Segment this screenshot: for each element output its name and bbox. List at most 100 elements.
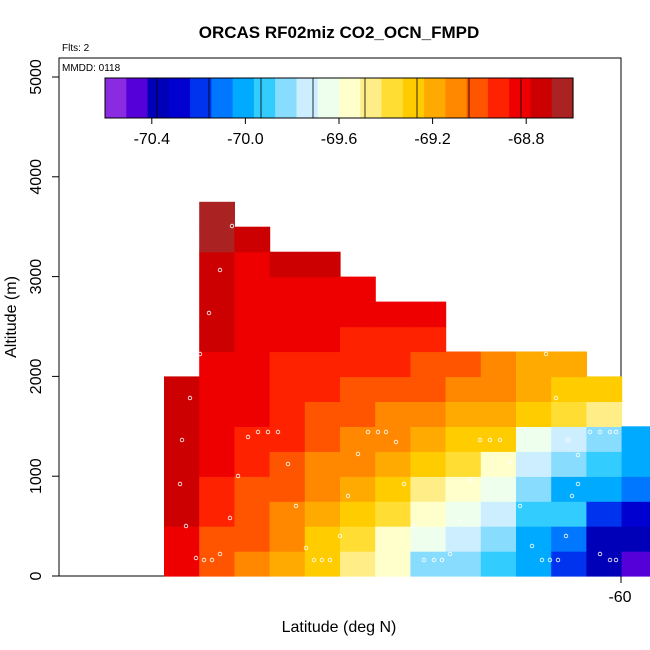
heatmap-cell — [164, 401, 200, 427]
heatmap-cell — [410, 526, 447, 552]
heatmap-cell — [551, 476, 587, 502]
chart-title: ORCAS RF02miz CO2_OCN_FMPD — [199, 23, 480, 42]
heatmap-cell — [199, 551, 235, 577]
colorbar-swatch — [402, 78, 425, 118]
sample-point — [303, 545, 309, 551]
heatmap-cell — [164, 501, 200, 527]
heatmap-cell — [480, 451, 517, 477]
sample-point — [179, 437, 185, 443]
sample-point — [183, 523, 189, 529]
sample-point — [597, 551, 603, 557]
heatmap-cell — [445, 426, 482, 452]
colorbar-swatch — [232, 78, 255, 118]
sample-point — [477, 437, 483, 443]
heatmap-cell — [340, 326, 376, 353]
heatmap-cell — [164, 476, 200, 502]
sample-point — [285, 461, 291, 467]
heatmap-cell — [269, 251, 306, 278]
heatmap-cell — [340, 351, 376, 378]
heatmap-cell — [304, 276, 341, 303]
heatmap-cell — [621, 426, 650, 452]
heatmap-cell — [164, 551, 200, 577]
sample-point — [543, 351, 549, 357]
heatmap-cell — [234, 276, 271, 303]
heatmap-cell — [199, 251, 235, 278]
heatmap-cell — [234, 301, 271, 328]
sample-point — [393, 439, 399, 445]
heatmap-cell — [516, 401, 552, 427]
heatmap-cell — [586, 476, 623, 502]
heatmap-cell — [340, 301, 376, 328]
heatmap-cell — [234, 526, 271, 552]
heatmap-cell — [269, 501, 306, 527]
heatmap-cell — [410, 326, 447, 353]
sample-point — [575, 452, 581, 458]
sample-point — [383, 429, 389, 435]
colorbar-tick-label: -68.8 — [508, 131, 545, 148]
sample-point — [229, 223, 235, 229]
heatmap-cell — [304, 351, 341, 378]
colorbar-swatch — [445, 78, 468, 118]
heatmap-cell — [410, 501, 447, 527]
heatmap-cell — [410, 376, 447, 402]
sample-point — [327, 557, 333, 563]
sample-point — [293, 503, 299, 509]
heatmap-cell — [340, 526, 376, 552]
sample-point — [613, 429, 619, 435]
heatmap-cell — [164, 426, 200, 452]
colorbar-tick-label: -69.6 — [321, 131, 358, 148]
sample-point — [337, 533, 343, 539]
heatmap-cell — [445, 376, 482, 402]
sample-point — [487, 437, 493, 443]
colorbar-swatch — [487, 78, 510, 118]
sample-point — [275, 429, 281, 435]
sample-point — [411, 523, 417, 529]
heatmap-cell — [340, 276, 376, 303]
sample-point — [439, 557, 445, 563]
heatmap-cell — [199, 326, 235, 353]
sample-point — [565, 437, 571, 443]
sample-point — [206, 310, 212, 316]
heatmap-cell — [410, 476, 447, 502]
heatmap-cell — [445, 501, 482, 527]
heatmap-cell — [234, 476, 271, 502]
sample-point — [245, 434, 251, 440]
y-tick-label: 5000 — [28, 59, 45, 95]
heatmap-cell — [340, 426, 376, 452]
heatmap-cell — [516, 426, 552, 452]
heatmap-cell — [480, 376, 517, 402]
heatmap-cell — [375, 476, 411, 502]
heatmap-cell — [234, 351, 271, 378]
heatmap-cell — [410, 401, 447, 427]
sample-point — [447, 551, 453, 557]
heatmap-cell — [199, 351, 235, 378]
heatmap-cell — [445, 451, 482, 477]
y-tick-label: 3000 — [28, 259, 45, 295]
sample-point — [355, 451, 361, 457]
sample-point — [575, 481, 581, 487]
heatmap-cell — [445, 351, 482, 378]
heatmap-cell — [304, 251, 341, 278]
colorbar-swatch — [126, 78, 149, 118]
colorbar-swatch — [317, 78, 340, 118]
heatmap-cell — [375, 326, 411, 353]
heatmap-cell — [375, 351, 411, 378]
heatmap-cell — [199, 526, 235, 552]
heatmap-cell — [480, 401, 517, 427]
heatmap-cell — [551, 526, 587, 552]
heatmap-cell — [269, 526, 306, 552]
x-axis-label: Latitude (deg N) — [282, 619, 397, 636]
sample-point — [401, 481, 407, 487]
y-axis: 0 1000 2000 3000 4000 5000 — [28, 59, 59, 580]
sample-point — [375, 429, 381, 435]
heatmap-cell — [410, 426, 447, 452]
heatmap-cell — [199, 201, 235, 228]
sample-point — [555, 557, 561, 563]
heatmap-cell — [375, 301, 411, 328]
heatmap-cell — [480, 476, 517, 502]
heatmap-cell — [375, 451, 411, 477]
heatmap-cell — [340, 376, 376, 402]
sample-point — [319, 557, 325, 563]
heatmap-cell — [234, 226, 271, 253]
